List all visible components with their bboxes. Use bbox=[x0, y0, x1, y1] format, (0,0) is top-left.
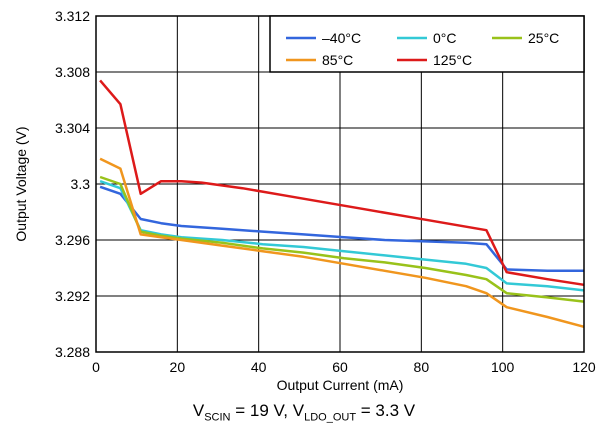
x-tick-label: 120 bbox=[572, 359, 596, 375]
y-axis-title: Output Voltage (V) bbox=[13, 126, 29, 241]
y-tick-label: 3.296 bbox=[55, 232, 90, 248]
series-line bbox=[99, 175, 585, 303]
caption-v1-sub: SCIN bbox=[204, 411, 231, 424]
legend-label: 25°C bbox=[528, 30, 559, 46]
y-axis-ticks: 3.288 3.292 3.296 3.3 3.304 3.308 3.312 bbox=[55, 8, 90, 360]
series-line bbox=[99, 185, 584, 273]
series-line bbox=[99, 157, 585, 329]
y-tick-label: 3.304 bbox=[55, 120, 90, 136]
x-axis-title: Output Current (mA) bbox=[277, 377, 404, 393]
x-tick-label: 20 bbox=[170, 359, 186, 375]
legend: –40°C 0°C 25°C 85°C 125°C bbox=[269, 15, 585, 73]
x-tick-label: 0 bbox=[92, 359, 100, 375]
x-tick-label: 40 bbox=[251, 359, 267, 375]
caption-v2: V bbox=[292, 401, 305, 420]
x-tick-label: 80 bbox=[414, 359, 430, 375]
legend-label: 125°C bbox=[433, 52, 472, 68]
series-line bbox=[99, 180, 585, 292]
y-tick-label: 3.308 bbox=[55, 64, 90, 80]
series-line bbox=[99, 79, 585, 287]
y-tick-label: 3.288 bbox=[55, 344, 90, 360]
caption-v2-sub: LDO_OUT bbox=[304, 411, 357, 424]
chart-caption: VSCIN = 19 V, VLDO_OUT = 3.3 V bbox=[0, 401, 608, 423]
legend-label: 85°C bbox=[322, 52, 353, 68]
x-tick-label: 100 bbox=[491, 359, 515, 375]
caption-v1-value: = 19 V, bbox=[230, 401, 293, 420]
x-axis-ticks: 0 20 40 60 80 100 120 bbox=[92, 359, 596, 375]
legend-label: 0°C bbox=[433, 30, 457, 46]
y-tick-label: 3.3 bbox=[71, 176, 91, 192]
legend-box bbox=[269, 15, 585, 73]
y-tick-label: 3.292 bbox=[55, 288, 90, 304]
y-tick-label: 3.312 bbox=[55, 8, 90, 24]
series-lines bbox=[99, 79, 585, 329]
x-tick-label: 60 bbox=[332, 359, 348, 375]
caption-v1: V bbox=[192, 401, 205, 420]
caption-v2-value: = 3.3 V bbox=[356, 401, 416, 420]
legend-label: –40°C bbox=[322, 30, 361, 46]
